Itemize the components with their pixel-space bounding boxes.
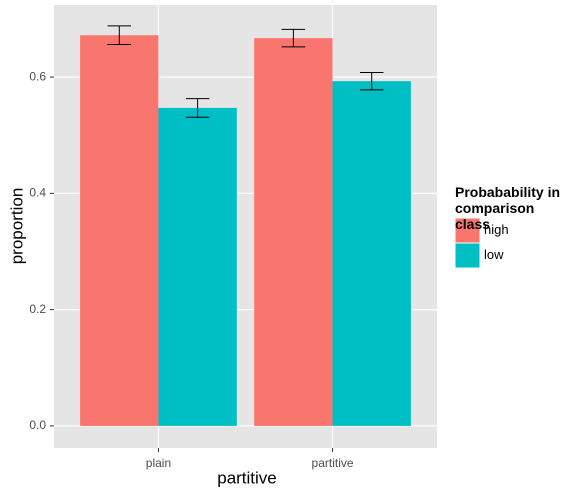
bar [332,81,411,426]
y-axis-label: proportion [7,188,26,265]
y-tick-label: 0.4 [29,186,46,200]
y-tick-label: 0.0 [29,418,46,432]
x-tick-label: plain [146,456,171,470]
legend-key [454,242,481,269]
legend-key [454,217,481,244]
legend-label: high [484,222,509,237]
legend-title: Probabability in comparison class [455,184,561,232]
bar [254,38,333,426]
bar [80,35,159,426]
x-tick-label: partitive [312,456,354,470]
bar [158,107,237,426]
legend-label: low [484,247,504,262]
x-axis-label: partitive [217,468,277,487]
y-tick-label: 0.2 [29,302,46,316]
y-tick-label: 0.6 [29,69,46,83]
